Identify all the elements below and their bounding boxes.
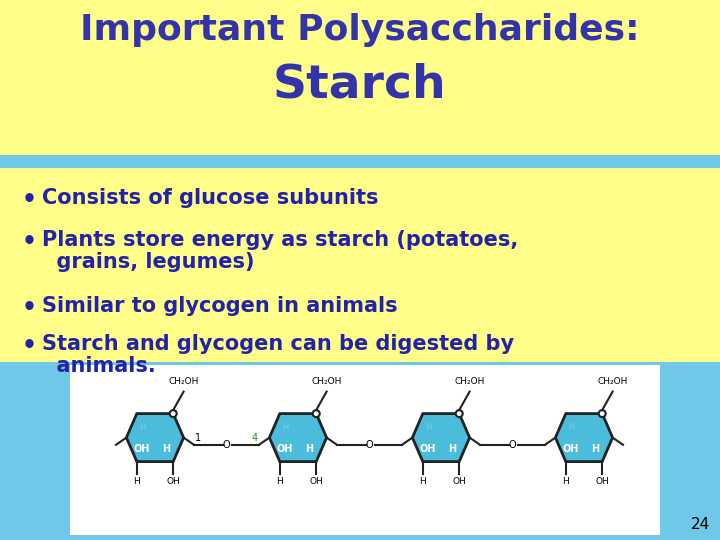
Text: H: H [420,477,426,485]
Text: •: • [22,230,37,254]
Text: OH: OH [166,477,180,485]
Text: H: H [163,444,171,454]
Text: OH: OH [563,444,579,454]
Text: OH: OH [134,444,150,454]
Text: CH₂OH: CH₂OH [454,376,485,386]
Text: Starch and glycogen can be digested by: Starch and glycogen can be digested by [42,334,514,354]
Text: H: H [591,444,600,454]
Text: O: O [222,440,230,450]
Circle shape [312,410,320,417]
Polygon shape [413,414,469,462]
Text: H: H [562,477,570,485]
Text: CH₂OH: CH₂OH [598,376,628,386]
Text: Consists of glucose subunits: Consists of glucose subunits [42,188,379,208]
Text: H: H [139,423,145,433]
Text: Plants store energy as starch (potatoes,: Plants store energy as starch (potatoes, [42,230,518,250]
Text: Starch: Starch [273,63,447,107]
Text: H: H [425,423,431,433]
FancyBboxPatch shape [0,0,720,155]
Text: H: H [305,444,313,454]
Polygon shape [269,414,327,462]
Circle shape [170,410,176,417]
Text: O: O [366,440,373,450]
Text: OH: OH [420,444,436,454]
Text: O: O [509,440,516,450]
Text: •: • [22,296,37,320]
Text: Similar to glycogen in animals: Similar to glycogen in animals [42,296,397,316]
Text: animals.: animals. [42,356,156,376]
Circle shape [599,410,606,417]
Text: CH₂OH: CH₂OH [312,376,342,386]
Circle shape [456,410,463,417]
FancyBboxPatch shape [70,365,660,535]
Text: OH: OH [276,444,293,454]
Polygon shape [127,414,184,462]
Polygon shape [555,414,613,462]
Text: Important Polysaccharides:: Important Polysaccharides: [80,13,640,47]
FancyBboxPatch shape [0,168,720,362]
Text: 1: 1 [195,433,201,443]
Text: H: H [276,477,283,485]
Text: 24: 24 [690,517,710,532]
Text: OH: OH [595,477,609,485]
Text: OH: OH [452,477,466,485]
Text: H: H [568,423,574,433]
Text: H: H [133,477,140,485]
Text: H: H [282,423,288,433]
Text: OH: OH [310,477,323,485]
Text: •: • [22,334,37,358]
Text: •: • [22,188,37,212]
Text: H: H [449,444,456,454]
Text: 4: 4 [252,433,258,443]
Text: grains, legumes): grains, legumes) [42,252,254,272]
Text: CH₂OH: CH₂OH [168,376,199,386]
